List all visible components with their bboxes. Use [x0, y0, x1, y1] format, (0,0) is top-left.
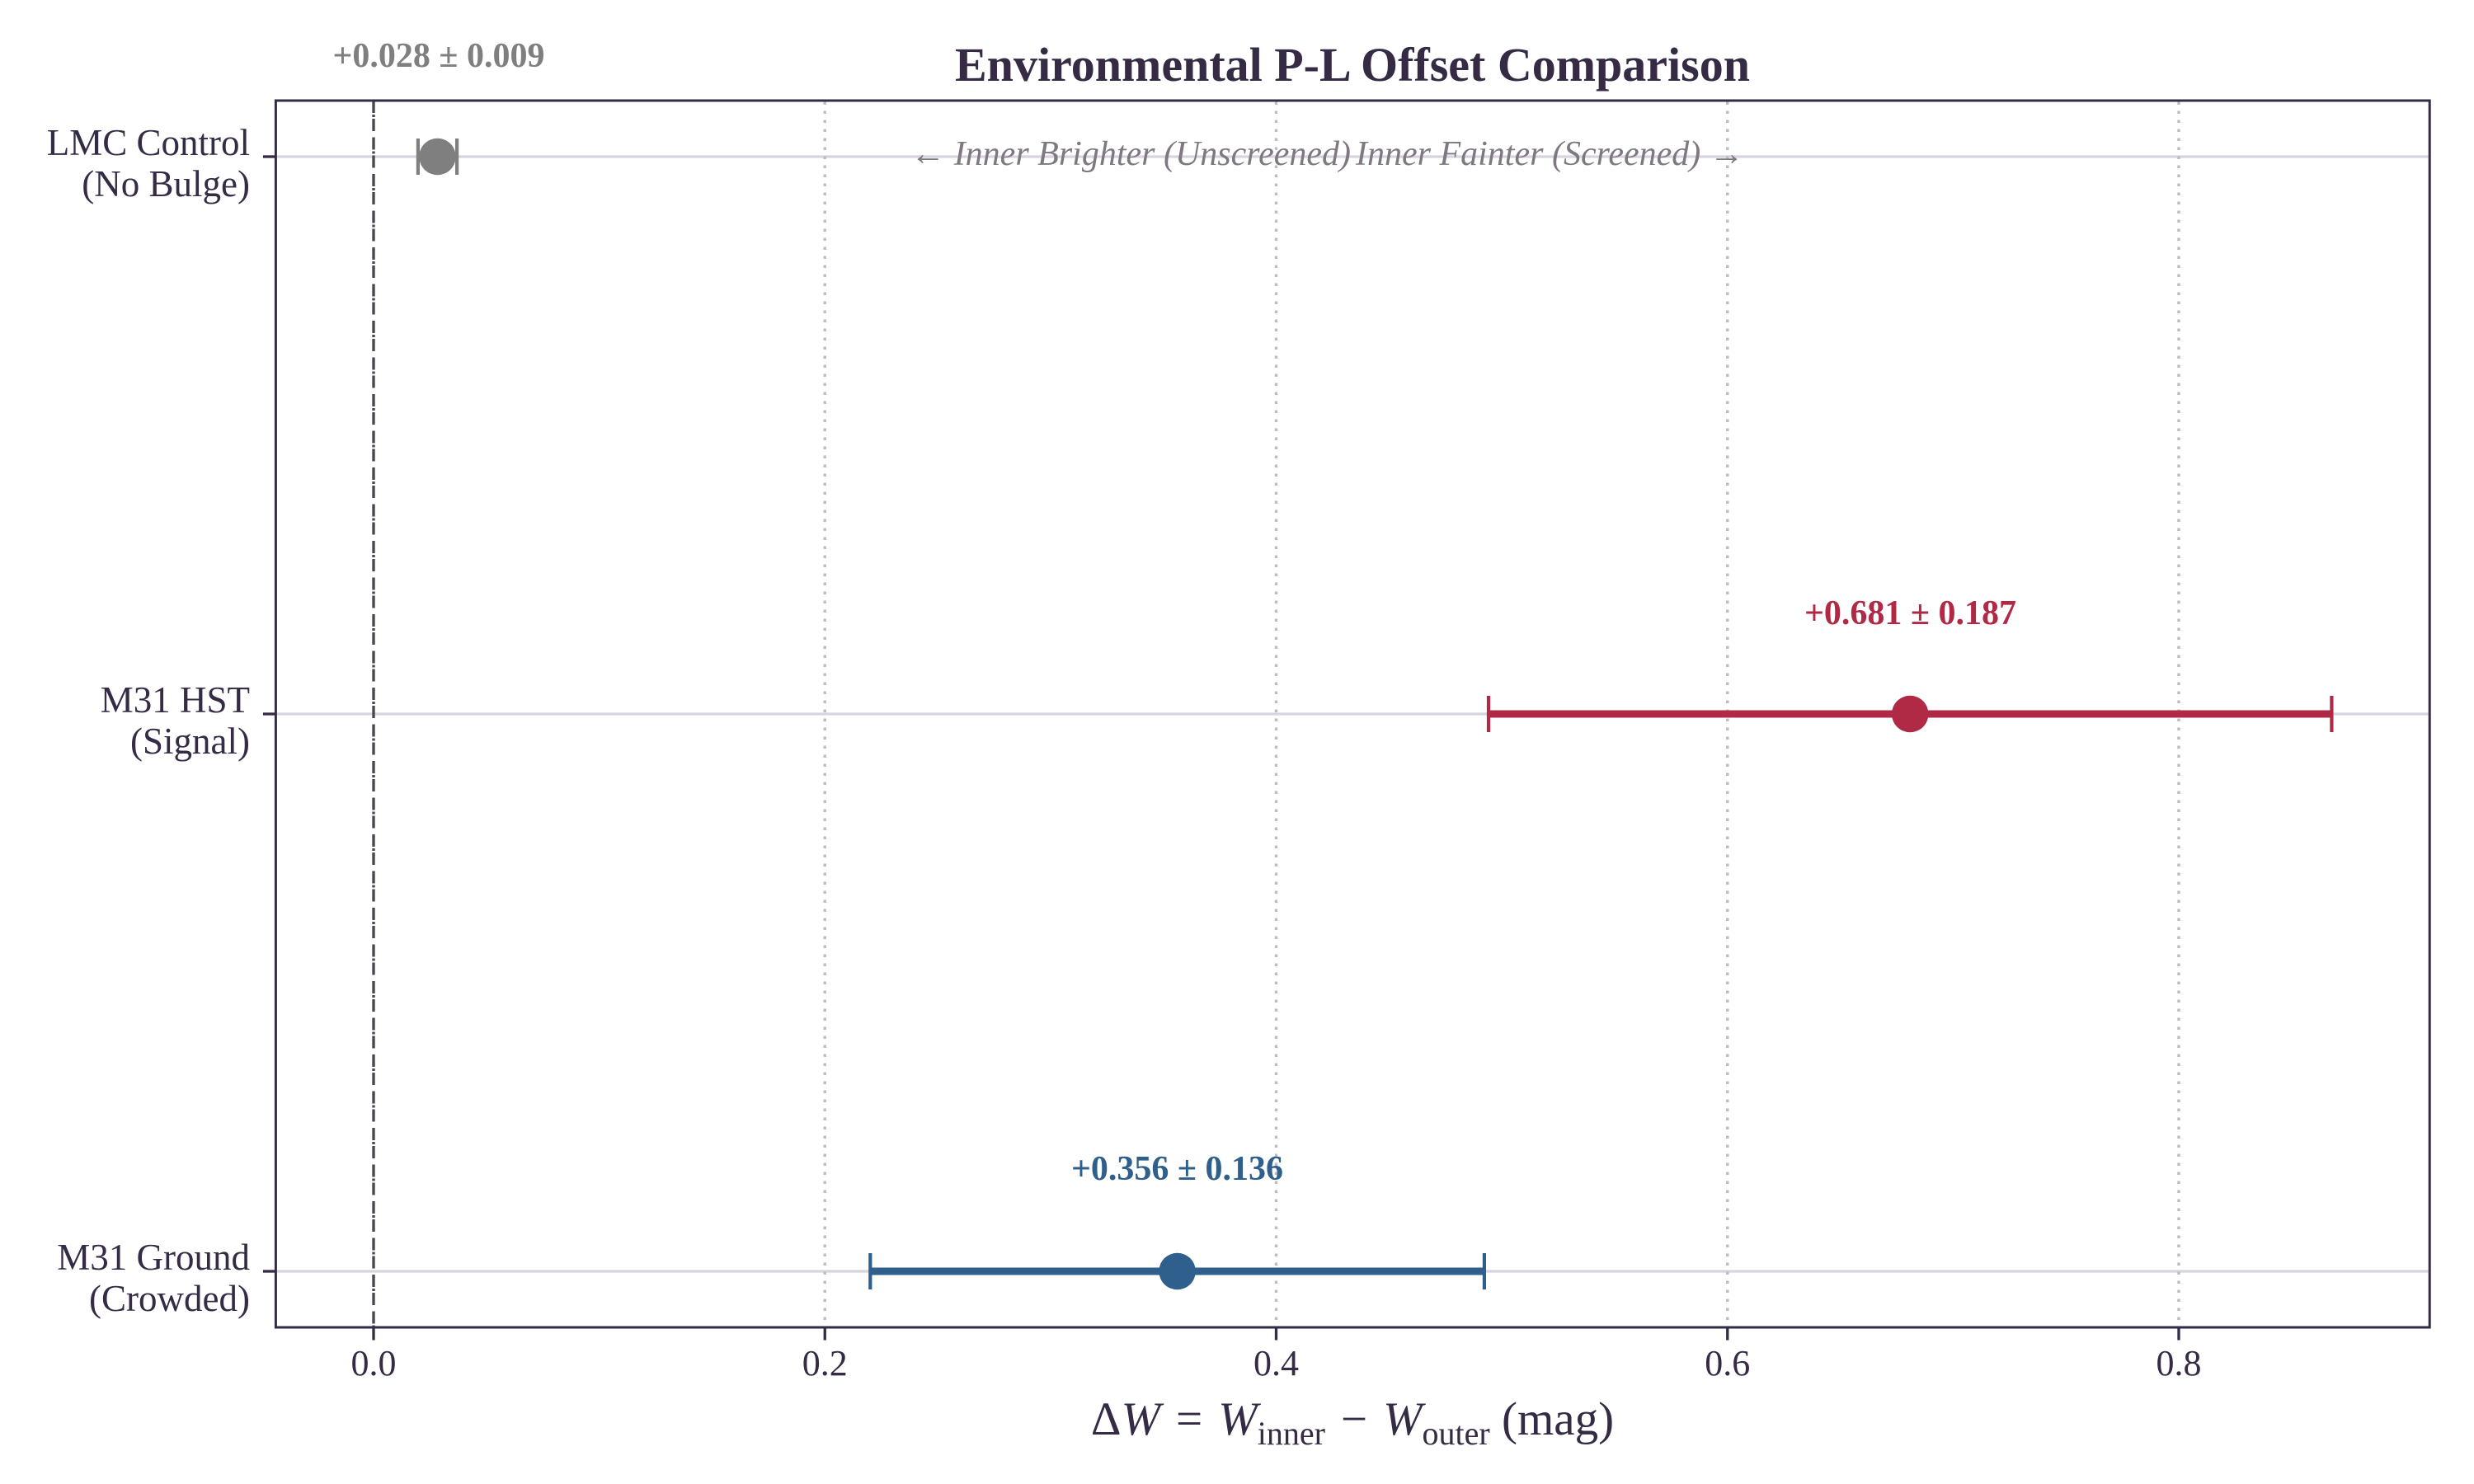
svg-text:← Inner Brighter (Unscreened): ← Inner Brighter (Unscreened) — [910, 135, 1351, 173]
svg-text:0.8: 0.8 — [2157, 1343, 2202, 1383]
svg-text:(Crowded): (Crowded) — [89, 1278, 250, 1319]
svg-text:Environmental P-L Offset Compa: Environmental P-L Offset Comparison — [955, 38, 1750, 92]
svg-text:+0.356 ± 0.136: +0.356 ± 0.136 — [1071, 1150, 1283, 1188]
svg-text:0.2: 0.2 — [802, 1343, 848, 1383]
svg-text:0.4: 0.4 — [1253, 1343, 1299, 1383]
svg-text:Inner Fainter (Screened) →: Inner Fainter (Screened) → — [1355, 135, 1744, 173]
svg-text:M31 Ground: M31 Ground — [57, 1237, 250, 1278]
svg-text:(Signal): (Signal) — [130, 721, 250, 762]
svg-text:LMC Control: LMC Control — [47, 122, 250, 163]
svg-text:0.0: 0.0 — [351, 1343, 397, 1383]
svg-text:ΔW = Winner − Wouter (mag): ΔW = Winner − Wouter (mag) — [1091, 1393, 1614, 1452]
svg-text:+0.028 ± 0.009: +0.028 ± 0.009 — [333, 37, 545, 75]
svg-text:+0.681 ± 0.187: +0.681 ± 0.187 — [1804, 594, 2016, 632]
svg-text:M31 HST: M31 HST — [101, 679, 250, 721]
svg-text:0.6: 0.6 — [1705, 1343, 1750, 1383]
svg-text:(No Bulge): (No Bulge) — [82, 163, 250, 204]
